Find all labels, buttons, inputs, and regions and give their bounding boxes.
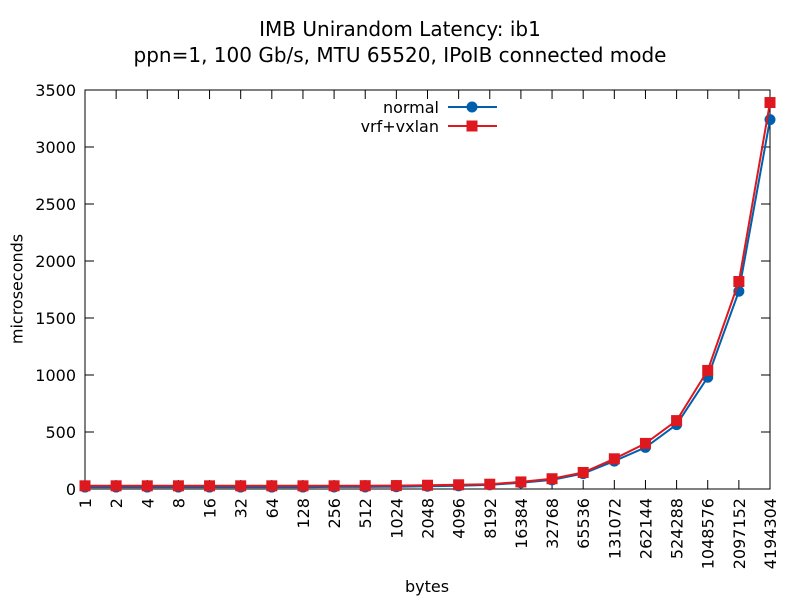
data-point bbox=[235, 480, 246, 491]
legend-label: normal bbox=[383, 98, 439, 117]
data-point bbox=[297, 480, 308, 491]
series-line bbox=[85, 120, 770, 488]
x-tick-label: 16 bbox=[201, 498, 220, 518]
x-tick-label: 256 bbox=[325, 498, 344, 529]
legend-label: vrf+vxlan bbox=[361, 117, 439, 136]
x-tick-label: 131072 bbox=[605, 498, 624, 559]
x-tick-label: 8 bbox=[169, 498, 188, 508]
data-point bbox=[515, 476, 526, 487]
data-point bbox=[266, 480, 277, 491]
x-axis-label: bytes bbox=[0, 577, 800, 596]
plot-frame bbox=[85, 90, 770, 489]
data-point bbox=[702, 365, 713, 376]
data-point bbox=[484, 479, 495, 490]
x-tick-label: 1 bbox=[76, 498, 95, 508]
data-point bbox=[329, 480, 340, 491]
data-point bbox=[671, 415, 682, 426]
x-tick-label: 4096 bbox=[450, 498, 469, 539]
series-vrf+vxlan bbox=[80, 97, 776, 491]
data-point bbox=[422, 480, 433, 491]
data-point bbox=[765, 97, 776, 108]
data-point bbox=[80, 480, 91, 491]
y-tick-label: 3000 bbox=[35, 138, 76, 157]
x-tick-label: 2097152 bbox=[730, 498, 749, 569]
x-tick-label: 512 bbox=[356, 498, 375, 529]
y-tick-label: 1000 bbox=[35, 366, 76, 385]
x-tick-label: 128 bbox=[294, 498, 313, 529]
data-point bbox=[360, 480, 371, 491]
data-point bbox=[547, 473, 558, 484]
y-tick-label: 0 bbox=[66, 480, 76, 499]
data-point bbox=[453, 479, 464, 490]
x-tick-label: 65536 bbox=[574, 498, 593, 549]
y-tick-label: 2000 bbox=[35, 252, 76, 271]
y-axis-label: microseconds bbox=[8, 234, 27, 344]
data-point bbox=[640, 438, 651, 449]
x-tick-label: 32768 bbox=[543, 498, 562, 549]
series-line bbox=[85, 103, 770, 486]
y-tick-label: 1500 bbox=[35, 309, 76, 328]
legend-marker bbox=[467, 102, 478, 113]
x-tick-label: 2048 bbox=[419, 498, 438, 539]
x-tick-label: 64 bbox=[263, 498, 282, 518]
chart-title: IMB Unirandom Latency: ib1 bbox=[0, 17, 800, 41]
x-tick-label: 1048576 bbox=[699, 498, 718, 569]
x-tick-label: 4194304 bbox=[761, 498, 780, 569]
data-point bbox=[204, 480, 215, 491]
x-tick-label: 8192 bbox=[481, 498, 500, 539]
legend-marker bbox=[467, 121, 478, 132]
data-point bbox=[609, 453, 620, 464]
x-tick-label: 524288 bbox=[668, 498, 687, 559]
x-tick-label: 16384 bbox=[512, 498, 531, 549]
data-point bbox=[733, 276, 744, 287]
x-tick-label: 4 bbox=[138, 498, 157, 508]
data-point bbox=[578, 467, 589, 478]
y-tick-label: 500 bbox=[45, 423, 76, 442]
x-tick-label: 1024 bbox=[387, 498, 406, 539]
data-point bbox=[173, 480, 184, 491]
x-tick-label: 32 bbox=[232, 498, 251, 518]
data-point bbox=[391, 480, 402, 491]
x-tick-label: 2 bbox=[107, 498, 126, 508]
chart-subtitle: ppn=1, 100 Gb/s, MTU 65520, IPoIB connec… bbox=[0, 43, 800, 67]
series-normal bbox=[80, 114, 776, 492]
data-point bbox=[142, 480, 153, 491]
y-tick-label: 2500 bbox=[35, 195, 76, 214]
data-point bbox=[111, 480, 122, 491]
x-tick-label: 262144 bbox=[636, 498, 655, 559]
y-tick-label: 3500 bbox=[35, 81, 76, 100]
